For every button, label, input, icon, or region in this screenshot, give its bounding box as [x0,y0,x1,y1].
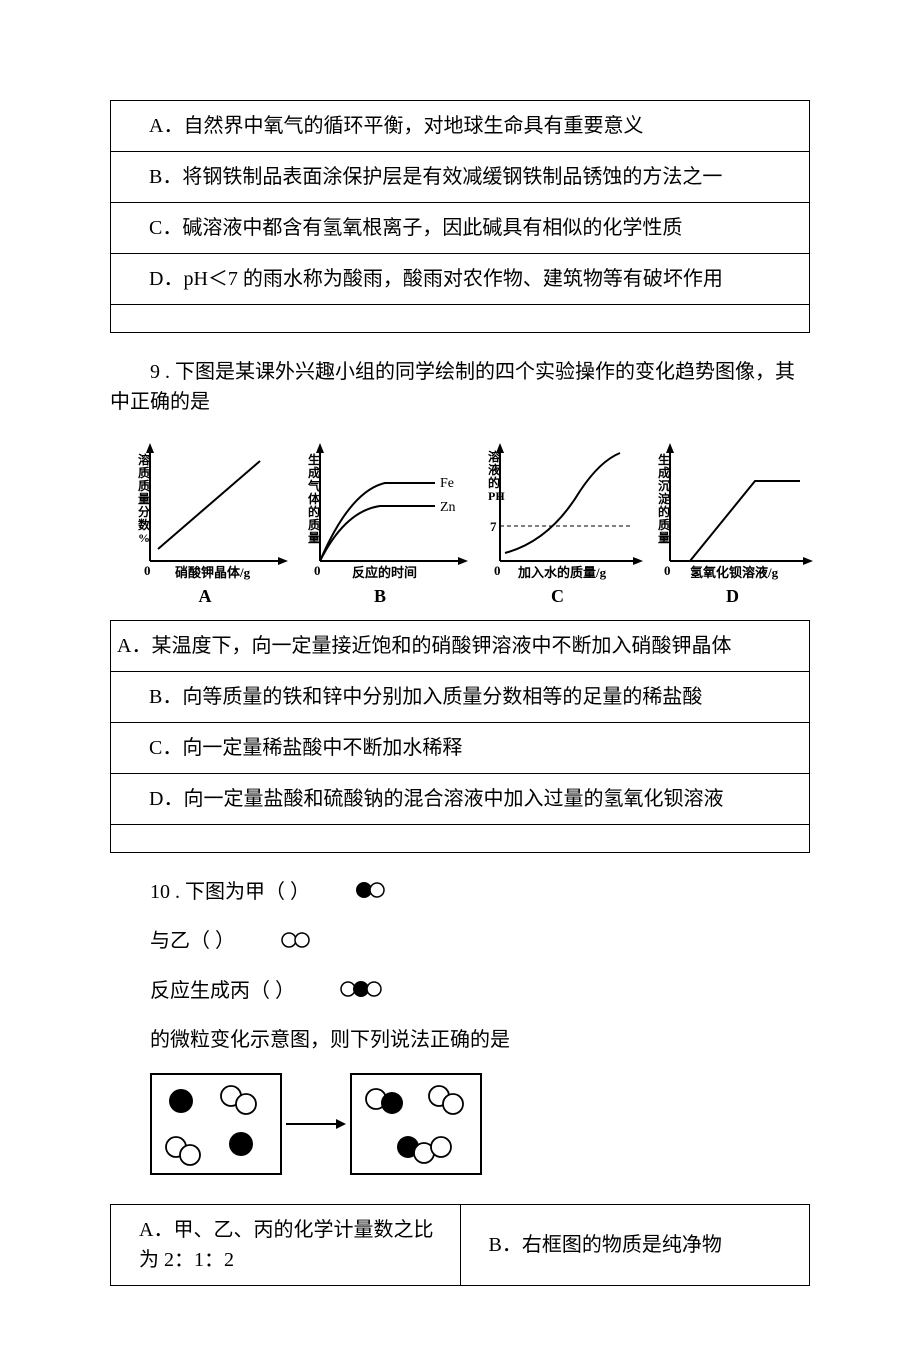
svg-text:0: 0 [314,563,321,578]
q9-chart-a-caption: A [120,583,290,610]
svg-text:成: 成 [658,465,670,480]
q10-line1-text: 10 . 下图为甲（ ） [150,881,310,903]
svg-text:溶: 溶 [488,449,500,464]
svg-text:Zn: Zn [440,500,456,515]
svg-text:的: 的 [658,504,670,519]
svg-text:量: 量 [658,531,670,545]
q9-chart-b-caption: B [290,583,470,610]
q10-reaction-diagram [146,1069,810,1188]
svg-text:硝酸钾晶体/g: 硝酸钾晶体/g [175,565,251,580]
q9-chart-a: 溶 质 质 量 分 数 % 0 硝酸钾晶体/g A [120,431,290,610]
svg-text:的: 的 [488,475,500,490]
svg-text:溶: 溶 [138,452,150,467]
q10-option-a: A．甲、乙、丙的化学计量数之比为 2：1：2 [111,1205,461,1286]
q10-line4-text: 的微粒变化示意图，则下列说法正确的是 [150,1029,510,1051]
svg-text:加入水的质量/g: 加入水的质量/g [517,565,607,580]
q9-blank-row [111,825,810,853]
q10-line2-text: 与乙（ ） [150,930,235,952]
q9-chart-d-svg: 生 成 沉 淀 的 质 量 0 氢氧化钡溶液/g [645,431,820,581]
q8-option-d: D．pH＜7 的雨水称为酸雨，酸雨对农作物、建筑物等有破坏作用 [111,254,810,305]
svg-text:生: 生 [308,452,320,467]
svg-text:的: 的 [308,504,320,519]
q9-options-table: A．某温度下，向一定量接近饱和的硝酸钾溶液中不断加入硝酸钾晶体 B．向等质量的铁… [110,620,810,853]
q9-charts-row: 溶 质 质 量 分 数 % 0 硝酸钾晶体/g A Fe Zn 生 成 气 体 … [110,431,810,610]
svg-text:0: 0 [144,563,151,578]
q8-option-a: A．自然界中氧气的循环平衡，对地球生命具有重要意义 [111,101,810,152]
q8-option-b: B．将钢铁制品表面涂保护层是有效减缓钢铁制品锈蚀的方法之一 [111,152,810,203]
q10-option-b: B．右框图的物质是纯净物 [460,1205,810,1286]
q10-line3: 反应生成丙（ ） [110,976,810,1007]
svg-text:淀: 淀 [658,491,671,506]
svg-text:体: 体 [308,491,321,506]
svg-text:Fe: Fe [440,476,454,491]
q9-option-d: D．向一定量盐酸和硫酸钠的混合溶液中加入过量的氢氧化钡溶液 [111,774,810,825]
q8-blank-row [111,305,810,333]
svg-text:0: 0 [664,563,671,578]
q8-options-table: A．自然界中氧气的循环平衡，对地球生命具有重要意义 B．将钢铁制品表面涂保护层是… [110,100,810,333]
q9-option-a: A．某温度下，向一定量接近饱和的硝酸钾溶液中不断加入硝酸钾晶体 [111,621,810,672]
svg-text:0: 0 [494,563,501,578]
q9-option-b: B．向等质量的铁和锌中分别加入质量分数相等的足量的稀盐酸 [111,672,810,723]
svg-text:沉: 沉 [658,478,670,493]
q9-chart-d: 生 成 沉 淀 的 质 量 0 氢氧化钡溶液/g D [645,431,820,610]
svg-text:PH: PH [488,489,505,503]
svg-text:质: 质 [138,465,150,480]
q9-option-c: C．向一定量稀盐酸中不断加水稀释 [111,723,810,774]
q10-line3-text: 反应生成丙（ ） [150,980,295,1002]
svg-text:量: 量 [138,492,150,506]
svg-text:氢氧化钡溶液/g: 氢氧化钡溶液/g [690,565,779,580]
svg-text:质: 质 [308,517,320,532]
svg-text:7: 7 [490,519,497,534]
svg-text:成: 成 [308,465,320,480]
svg-text:数: 数 [138,517,151,532]
q9-chart-c-caption: C [470,583,645,610]
q10-line4: 的微粒变化示意图，则下列说法正确的是 [110,1025,810,1055]
q9-chart-d-caption: D [645,583,820,610]
svg-text:液: 液 [488,462,500,477]
q10-line1: 10 . 下图为甲（ ） [110,877,810,908]
svg-text:量: 量 [308,531,320,545]
q10-line2: 与乙（ ） [110,926,810,957]
svg-text:质: 质 [138,478,150,493]
svg-text:质: 质 [658,517,670,532]
q9-chart-c-svg: 7 溶 液 的 PH 0 加入水的质量/g [470,431,645,581]
svg-text:气: 气 [307,478,320,493]
q9-chart-b: Fe Zn 生 成 气 体 的 质 量 0 反应的时间 B [290,431,470,610]
svg-text:生: 生 [658,452,670,467]
q9-stem-text: 9 . 下图是某课外兴趣小组的同学绘制的四个实验操作的变化趋势图像，其中正确的是 [110,361,795,413]
molecule-yi-icon [240,928,312,958]
q9-chart-a-svg: 溶 质 质 量 分 数 % 0 硝酸钾晶体/g [120,431,290,581]
q8-option-c: C．碱溶液中都含有氢氧根离子，因此碱具有相似的化学性质 [111,203,810,254]
q9-stem: 9 . 下图是某课外兴趣小组的同学绘制的四个实验操作的变化趋势图像，其中正确的是 [110,357,810,417]
q9-chart-c: 7 溶 液 的 PH 0 加入水的质量/g C [470,431,645,610]
molecule-bing-icon [300,977,384,1007]
svg-text:反应的时间: 反应的时间 [352,565,417,580]
svg-text:分: 分 [138,504,150,519]
q9-chart-b-svg: Fe Zn 生 成 气 体 的 质 量 0 反应的时间 [290,431,470,581]
q10-options-table: A．甲、乙、丙的化学计量数之比为 2：1：2 B．右框图的物质是纯净物 [110,1204,810,1286]
molecule-jia-icon [315,878,387,908]
svg-text:%: % [138,531,150,545]
q10-reaction-svg [146,1069,486,1179]
